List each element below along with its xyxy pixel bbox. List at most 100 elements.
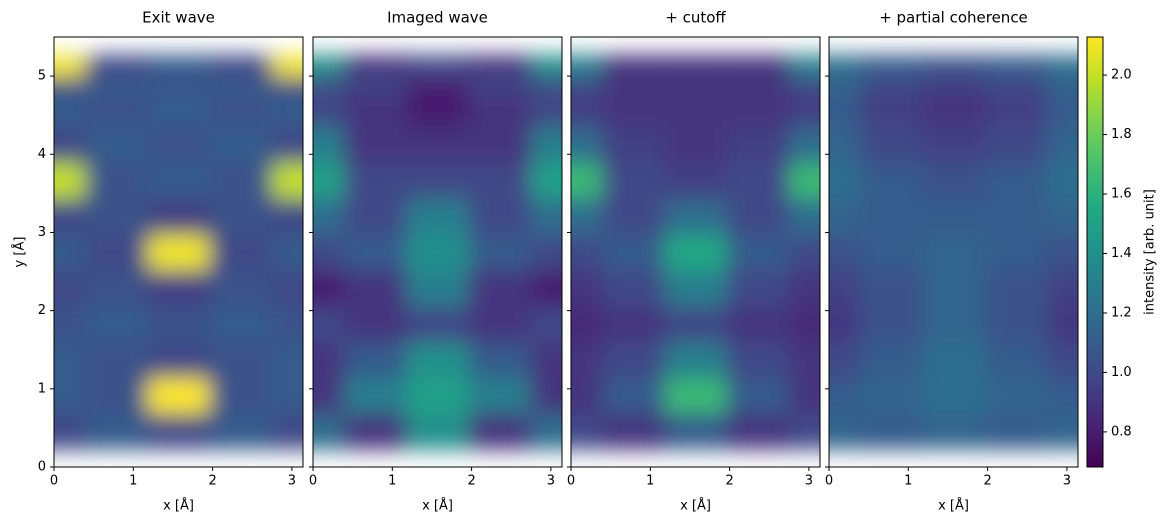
heatmap-cell — [313, 234, 345, 271]
x-tick-label: 0 — [825, 474, 833, 489]
heatmap-cell — [85, 54, 148, 78]
heatmap-cell — [1046, 234, 1078, 271]
heatmap-cell — [664, 198, 728, 235]
heatmap-cell — [1046, 377, 1078, 414]
heatmap-cell — [664, 305, 728, 343]
heatmap-cell — [54, 269, 86, 307]
heatmap-cell — [54, 162, 86, 199]
heatmap-cell — [829, 413, 861, 450]
panel-frame — [53, 36, 304, 468]
heatmap-cell — [922, 234, 986, 271]
y-axis-label: y [Å] — [12, 237, 28, 268]
heatmap-cell — [271, 198, 303, 235]
heatmap-cell — [147, 90, 211, 128]
heatmap-cell — [984, 90, 1048, 128]
heatmap-image — [54, 54, 303, 450]
heatmap-cell — [344, 162, 407, 199]
heatmap-cell — [209, 341, 273, 378]
heatmap-cell — [788, 341, 820, 378]
heatmap-cell — [571, 162, 603, 199]
heatmap-cell — [788, 305, 820, 343]
heatmap-cell — [406, 90, 470, 128]
colorbar-tick-label: 1.2 — [1111, 305, 1132, 320]
heatmap-cell — [860, 54, 923, 78]
heatmap-cell — [468, 126, 532, 163]
heatmap-cell — [984, 54, 1048, 78]
heatmap-cell — [344, 234, 407, 271]
heatmap-cell — [468, 162, 532, 199]
heatmap-cell — [829, 269, 861, 307]
x-tick-label: 1 — [388, 474, 396, 489]
heatmap-cell — [922, 269, 986, 307]
heatmap-cell — [922, 305, 986, 343]
heatmap-cell — [271, 341, 303, 378]
heatmap-cell — [860, 198, 923, 235]
heatmap-cell — [788, 54, 820, 78]
x-tick-label: 1 — [129, 474, 137, 489]
x-tick-label: 2 — [983, 474, 991, 489]
heatmap-cell — [313, 413, 345, 450]
heatmap-cell — [922, 126, 986, 163]
x-tick-label: 3 — [288, 474, 296, 489]
heatmap-cell — [406, 269, 470, 307]
colorbar-tick-label: 1.4 — [1111, 246, 1132, 261]
heatmap-cell — [530, 234, 562, 271]
heatmap-cell — [571, 198, 603, 235]
heatmap-cell — [147, 377, 211, 414]
heatmap-cell — [147, 269, 211, 307]
panel-title: + partial coherence — [879, 9, 1028, 27]
heatmap-cell — [147, 234, 211, 271]
heatmap-cell — [1046, 162, 1078, 199]
heatmap-cell — [468, 54, 532, 78]
heatmap-cell — [829, 234, 861, 271]
heatmap-cell — [571, 126, 603, 163]
heatmap-cell — [602, 126, 665, 163]
heatmap-cell — [344, 413, 407, 450]
heatmap-cell — [530, 377, 562, 414]
heatmap-cell — [829, 341, 861, 378]
y-tick-label: 4 — [38, 147, 46, 162]
heatmap-cell — [271, 162, 303, 199]
heatmap-cell — [313, 54, 345, 78]
heatmap-cell — [344, 54, 407, 78]
heatmap-cell — [271, 377, 303, 414]
heatmap-cell — [85, 413, 148, 450]
heatmap-cell — [726, 377, 790, 414]
heatmap-cell — [313, 341, 345, 378]
x-tick-label: 1 — [646, 474, 654, 489]
heatmap-cell — [271, 90, 303, 128]
x-tick-label: 2 — [208, 474, 216, 489]
heatmap-cell — [829, 162, 861, 199]
heatmap-cell — [147, 413, 211, 450]
heatmap-cell — [147, 305, 211, 343]
heatmap-cell — [664, 54, 728, 78]
heatmap-cell — [1046, 269, 1078, 307]
heatmap-cell — [829, 54, 861, 78]
x-tick-label: 3 — [805, 474, 813, 489]
colorbar-tick-label: 1.6 — [1111, 187, 1132, 202]
panel-title: Exit wave — [142, 9, 215, 27]
x-tick-label: 0 — [567, 474, 575, 489]
heatmap-cell — [1046, 341, 1078, 378]
heatmap-cell — [468, 90, 532, 128]
heatmap-cell — [922, 341, 986, 378]
heatmap-cell — [54, 54, 86, 78]
heatmap-cell — [726, 413, 790, 450]
heatmap-cell — [726, 162, 790, 199]
heatmap-cell — [530, 126, 562, 163]
heatmap-cell — [984, 377, 1048, 414]
heatmap-cell — [209, 269, 273, 307]
heatmap-cell — [726, 305, 790, 343]
heatmap-cell — [530, 341, 562, 378]
heatmap-cell — [726, 341, 790, 378]
x-tick-label: 2 — [467, 474, 475, 489]
heatmap-cell — [54, 305, 86, 343]
heatmap-cell — [406, 377, 470, 414]
heatmap-cell — [344, 341, 407, 378]
heatmap-cell — [571, 234, 603, 271]
heatmap-cell — [726, 54, 790, 78]
heatmap-cell — [271, 234, 303, 271]
heatmap-cell — [468, 269, 532, 307]
y-tick-label: 5 — [38, 69, 46, 84]
